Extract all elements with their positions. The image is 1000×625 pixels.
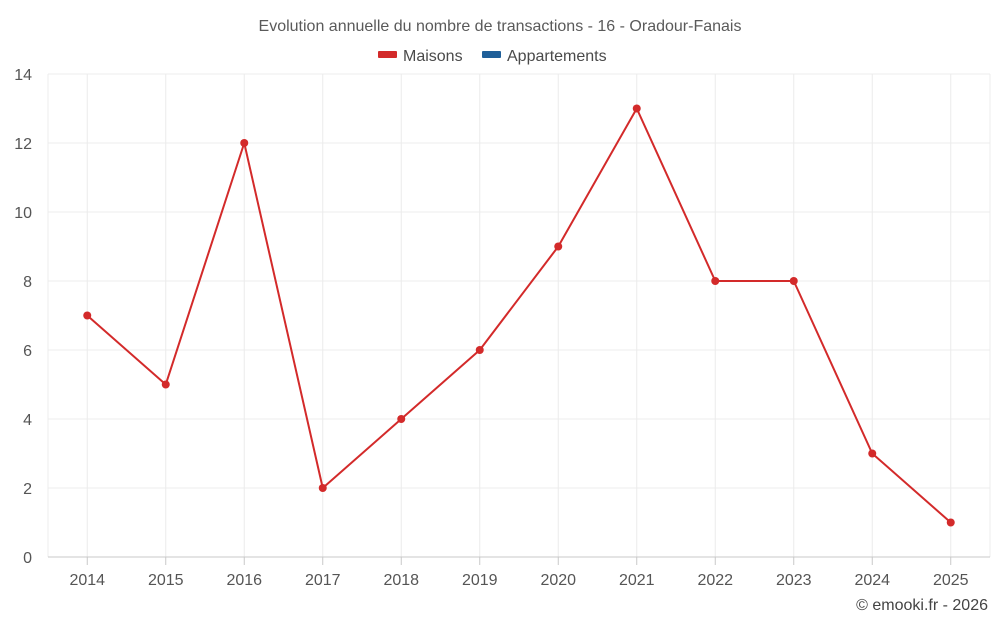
x-tick-label-2019: 2019 <box>462 572 498 589</box>
y-tick-label-2: 2 <box>23 481 32 498</box>
x-tick-label-2017: 2017 <box>305 572 341 589</box>
legend-label-appartements[interactable]: Appartements <box>507 48 607 65</box>
data-point-2020[interactable] <box>554 242 563 251</box>
y-tick-label-10: 10 <box>14 205 32 222</box>
legend-label-maisons[interactable]: Maisons <box>403 48 463 65</box>
credit-text: © emooki.fr - 2026 <box>856 597 988 614</box>
data-point-2017[interactable] <box>318 484 327 492</box>
data-point-2023[interactable] <box>789 277 798 285</box>
x-tick-label-2023: 2023 <box>776 572 812 589</box>
x-tick-label-2014: 2014 <box>69 572 105 589</box>
x-tick-label-2024: 2024 <box>854 572 890 589</box>
x-tick-label-2021: 2021 <box>619 572 655 589</box>
x-tick-label-2025: 2025 <box>933 572 969 589</box>
series-line-maisons <box>86 107 952 524</box>
axes: 0 2 4 6 8 10 12 14 2014 2015 2016 2017 2018 2019 2020 2… <box>14 67 990 589</box>
data-point-2022[interactable] <box>711 277 720 285</box>
chart-title: Evolution annuelle du nombre de transact… <box>259 18 742 35</box>
data-point-2014[interactable] <box>83 311 92 320</box>
x-tick-label-2016: 2016 <box>226 572 262 589</box>
y-tick-label-4: 4 <box>23 412 32 429</box>
x-tick-label-2015: 2015 <box>148 572 184 589</box>
legend-swatch-appartements <box>482 51 501 58</box>
data-point-2019[interactable] <box>475 346 484 354</box>
legend-swatch-maisons <box>378 51 397 58</box>
x-tick-label-2018: 2018 <box>383 572 419 589</box>
legend: Maisons Appartements <box>378 48 607 65</box>
data-point-2024[interactable] <box>868 449 877 458</box>
y-tick-label-12: 12 <box>14 136 32 153</box>
grid <box>47 73 991 557</box>
y-tick-label-0: 0 <box>23 550 32 567</box>
data-point-2021[interactable] <box>632 104 641 113</box>
data-point-2015[interactable] <box>161 380 170 389</box>
series-maisons <box>83 104 955 527</box>
x-tick-label-2022: 2022 <box>697 572 733 589</box>
y-tick-label-6: 6 <box>23 343 32 360</box>
y-tick-label-8: 8 <box>23 274 32 291</box>
data-point-2025[interactable] <box>946 518 955 527</box>
y-tick-label-14: 14 <box>14 67 32 84</box>
data-point-2016[interactable] <box>240 139 249 147</box>
x-tick-label-2020: 2020 <box>540 572 576 589</box>
data-point-2018[interactable] <box>397 415 406 423</box>
